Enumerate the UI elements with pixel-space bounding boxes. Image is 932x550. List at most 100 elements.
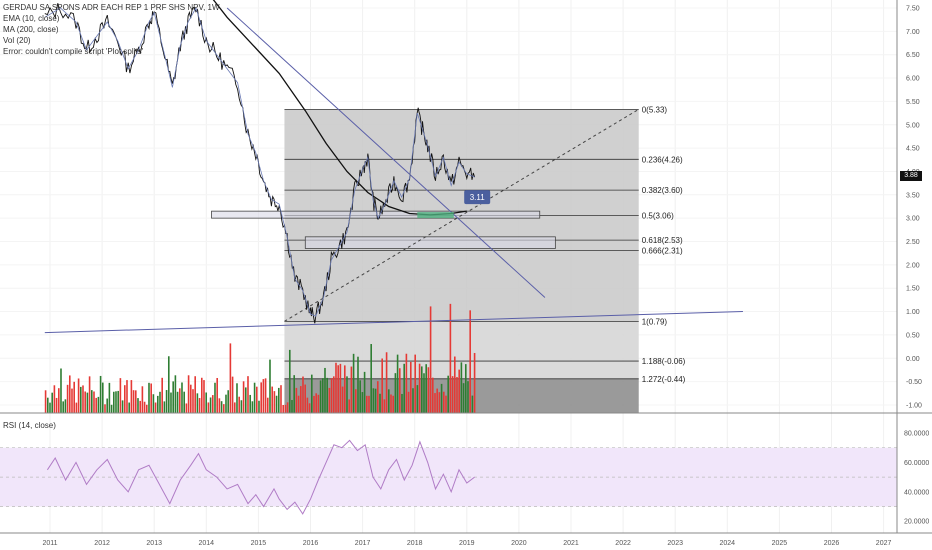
trend-lines xyxy=(44,7,743,334)
volume-bar xyxy=(95,397,97,413)
price-tick--0.50: -0.50 xyxy=(906,379,922,386)
legend-ma[interactable]: MA (200, close) xyxy=(3,25,59,34)
time-tick-2025: 2025 xyxy=(772,540,788,547)
trend-line-2 xyxy=(284,108,639,322)
price-tick-7.00: 7.00 xyxy=(906,29,920,36)
time-tick-2024: 2024 xyxy=(720,540,736,547)
price-tick-7.50: 7.50 xyxy=(906,6,920,13)
volume-bar xyxy=(236,383,238,413)
volume-bar xyxy=(260,382,262,413)
volume-bar xyxy=(68,375,71,413)
volume-bar xyxy=(277,387,280,413)
time-tick-2016: 2016 xyxy=(303,540,319,547)
volume-bar xyxy=(445,395,447,413)
volume-bar xyxy=(46,397,49,413)
volume-bar xyxy=(196,393,199,413)
volume-bar xyxy=(123,385,126,413)
volume-bar xyxy=(145,404,148,413)
time-tick-2014: 2014 xyxy=(199,540,215,547)
volume-bar xyxy=(297,395,300,413)
volume-bar xyxy=(321,378,324,413)
volume-bar xyxy=(310,374,313,413)
time-tick-2020: 2020 xyxy=(511,540,527,547)
volume-bar xyxy=(361,392,364,413)
trend-line-0 xyxy=(226,7,546,298)
volume-bar xyxy=(242,381,245,413)
volume-bar xyxy=(170,392,172,413)
volume-bar xyxy=(341,386,344,413)
volume-bar xyxy=(130,380,133,413)
legend-error: Error: couldn't compile script 'Plot spl… xyxy=(3,47,144,56)
volume-bar xyxy=(251,401,254,413)
volume-bar xyxy=(178,388,181,413)
volume-bar xyxy=(79,386,82,413)
volume-bar xyxy=(148,382,150,413)
volume-bar xyxy=(189,384,192,413)
volume-bar xyxy=(409,361,412,413)
volume-bar xyxy=(324,367,326,413)
volume-bar xyxy=(286,402,289,413)
volume-bar xyxy=(209,397,212,413)
volume-bar xyxy=(227,390,229,413)
volume-bar xyxy=(291,399,293,413)
volume-bar xyxy=(359,380,361,413)
rsi-band xyxy=(0,447,897,507)
volume-bar xyxy=(229,343,232,413)
volume-bar xyxy=(403,363,405,413)
rsi-pane-label[interactable]: RSI (14, close) xyxy=(3,421,56,430)
volume-bar xyxy=(225,394,227,413)
volume-bar xyxy=(398,368,401,413)
volume-bar xyxy=(284,404,287,413)
volume-bar xyxy=(416,385,419,413)
volume-bar xyxy=(57,388,60,413)
volume-bar xyxy=(159,391,161,413)
volume-bar xyxy=(438,392,441,413)
price-callout: 3.11 xyxy=(417,190,491,219)
volume-bar xyxy=(106,398,108,413)
volume-bar xyxy=(449,303,452,413)
volume-bar xyxy=(143,401,146,413)
volume-bar xyxy=(244,387,247,413)
volume-bar xyxy=(412,388,414,413)
volume-bar xyxy=(337,365,339,413)
volume-bar xyxy=(414,354,416,413)
zone-0 xyxy=(211,210,541,219)
time-tick-2019: 2019 xyxy=(459,540,475,547)
price-tick-5.00: 5.00 xyxy=(906,122,920,129)
volume-bar xyxy=(240,400,243,413)
volume-bar xyxy=(464,364,467,413)
volume-bar xyxy=(264,378,267,413)
volume-bar xyxy=(86,392,89,413)
volume-bar xyxy=(247,376,249,413)
volume-bar xyxy=(319,380,322,413)
price-tick-3.50: 3.50 xyxy=(906,192,920,199)
legend-vol[interactable]: Vol (20) xyxy=(3,36,31,45)
volume-bar xyxy=(420,366,423,413)
volume-bar xyxy=(381,358,383,413)
legend-ema[interactable]: EMA (10, close) xyxy=(3,14,60,23)
time-tick-2023: 2023 xyxy=(667,540,683,547)
volume-bar xyxy=(128,402,130,413)
volume-bar xyxy=(207,402,210,413)
volume-bar xyxy=(352,353,355,413)
volume-bar xyxy=(458,369,460,413)
rsi-line xyxy=(46,439,475,515)
volume-bar xyxy=(304,384,306,413)
volume-bar xyxy=(374,388,377,413)
time-tick-2013: 2013 xyxy=(146,540,162,547)
volume-bar xyxy=(295,387,298,413)
price-tick-0.00: 0.00 xyxy=(906,356,920,363)
volume-bar xyxy=(339,363,342,413)
volume-bar xyxy=(425,364,427,413)
legend-title: GERDAU SA SPONS ADR EACH REP 1 PRF SHS N… xyxy=(3,3,220,12)
volume-bar xyxy=(214,382,216,413)
fib-label-1: 0.236(4.26) xyxy=(642,155,683,164)
volume-bar xyxy=(211,395,214,413)
volume-bar xyxy=(447,375,449,413)
volume-bar xyxy=(273,391,276,413)
rsi-tick-40.0000: 40.0000 xyxy=(904,489,929,496)
volume-bar xyxy=(471,395,474,413)
volume-bar xyxy=(77,378,80,413)
